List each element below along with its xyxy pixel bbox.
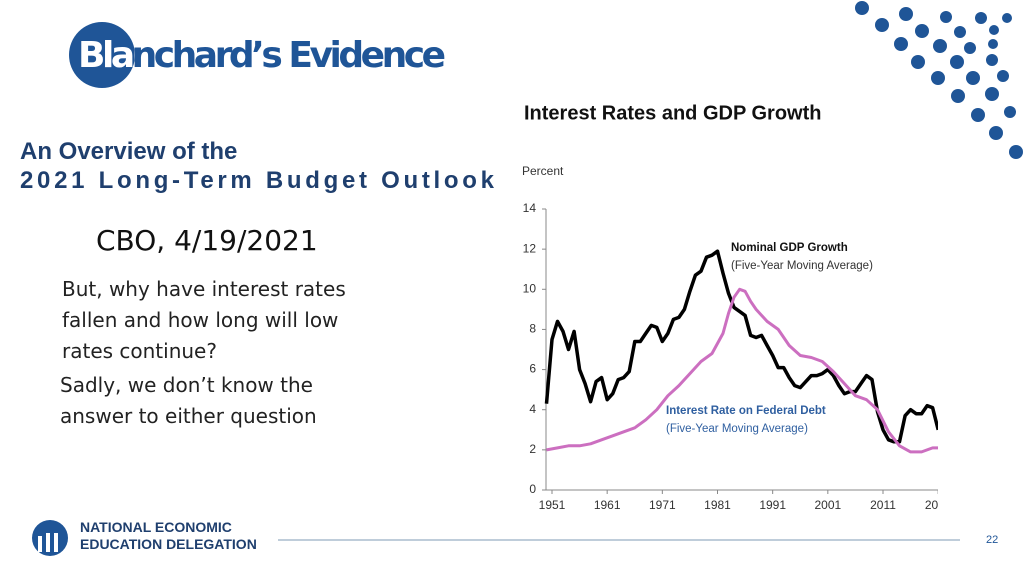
- x-tick-label: 1951: [539, 498, 566, 512]
- y-tick-label: 12: [523, 241, 537, 255]
- y-tick-label: 10: [523, 281, 537, 295]
- plot-area: 1951 1961 1971 1981 1991 2001 2011 2021: [539, 249, 952, 512]
- series-line: [546, 287, 938, 454]
- x-tick-label: 2001: [814, 498, 841, 512]
- slide-title: Blanchard’s Evidence: [78, 35, 446, 76]
- y-tick-label: 8: [529, 322, 536, 336]
- logo-icon: [32, 520, 68, 556]
- y-tick-label: 14: [523, 201, 537, 215]
- paragraph-line: rates continue?: [62, 339, 217, 363]
- page-number: 22: [986, 534, 998, 546]
- annotation: Interest Rate on Federal Debt: [666, 405, 826, 417]
- x-tick-label: 2011: [870, 498, 896, 512]
- x-tick-label: 1981: [704, 498, 731, 512]
- annotation: (Five-Year Moving Average): [731, 260, 873, 272]
- x-tick-label: 2021: [925, 498, 952, 512]
- y-tick-label: 2: [529, 442, 536, 456]
- source-title: 2021 Long-Term Budget Outlook: [20, 167, 495, 194]
- paragraph-line: answer to either question: [60, 404, 317, 428]
- source-title: An Overview of the: [20, 138, 237, 165]
- chart-title: Interest Rates and GDP Growth: [524, 102, 821, 124]
- citation: CBO, 4/19/2021: [96, 224, 318, 257]
- x-tick-label: 1961: [594, 498, 621, 512]
- y-axis-label: Percent: [522, 164, 564, 178]
- paragraph-line: Sadly, we don’t know the: [60, 373, 313, 397]
- y-tick-label: 0: [529, 482, 536, 496]
- title-badge: [69, 22, 135, 88]
- paragraph-line: But, why have interest rates: [62, 277, 346, 301]
- annotation: (Five-Year Moving Average): [666, 423, 808, 435]
- logo-text: NATIONAL ECONOMIC: [80, 519, 232, 535]
- chart: Interest Rates and GDP Growth Percent 0 2…: [522, 102, 952, 512]
- decoration-dots: [855, 1, 1023, 159]
- series-line: [544, 249, 938, 444]
- x-tick-label: 1971: [649, 498, 676, 512]
- paragraph-line: fallen and how long will low: [62, 308, 338, 332]
- y-tick-label: 6: [529, 362, 536, 376]
- slide-title-overlay: Blanchard’s Evidence: [78, 35, 446, 76]
- annotation: Nominal GDP Growth: [731, 242, 848, 254]
- y-tick-label: 4: [529, 402, 536, 416]
- x-tick-label: 1991: [759, 498, 786, 512]
- logo-text: EDUCATION DELEGATION: [80, 536, 257, 552]
